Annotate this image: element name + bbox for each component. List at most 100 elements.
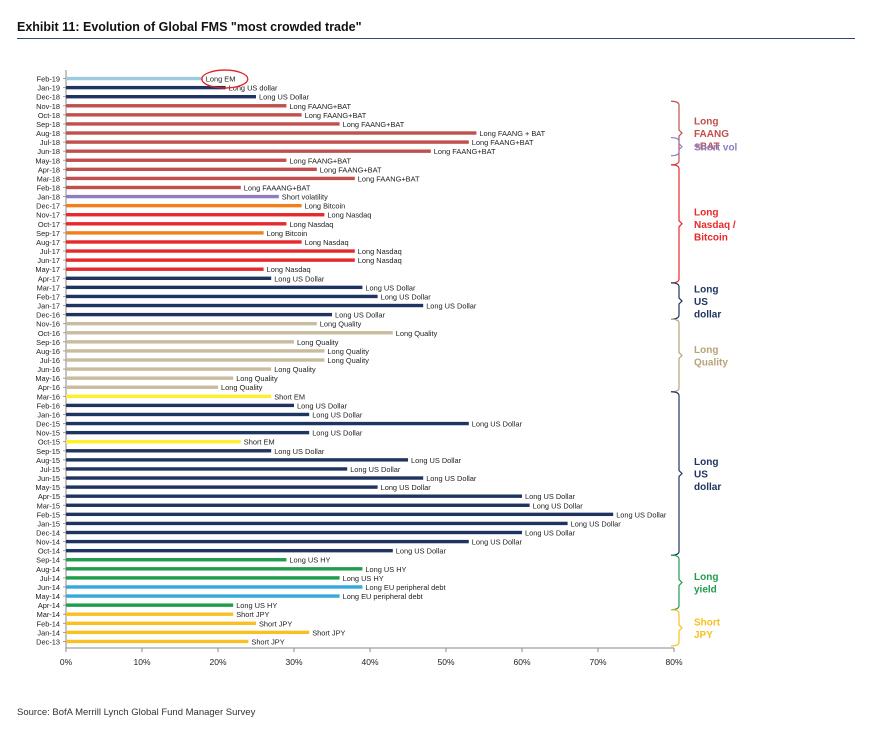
annotation-bracket (670, 282, 683, 320)
bar-label: Long US Dollar (472, 538, 523, 547)
bar-label: Long US Dollar (350, 465, 401, 474)
bar (66, 312, 332, 317)
month-label: Jun-17 (37, 256, 60, 265)
bar-label: Long Nasdaq (289, 220, 333, 229)
bar (66, 104, 287, 108)
month-label: Oct-14 (38, 547, 60, 556)
x-tick-label: 70% (589, 657, 606, 667)
bar-label: Long US Dollar (312, 410, 363, 419)
bar-label: Long US Dollar (381, 292, 432, 301)
month-label: Jan-18 (37, 193, 60, 202)
annotation-bracket (670, 136, 683, 157)
month-label: Oct-15 (38, 438, 60, 447)
bar-label: Long US HY (289, 556, 330, 565)
month-label: Oct-16 (38, 329, 60, 338)
month-label: Jun-16 (37, 365, 60, 374)
month-label: Mar-15 (37, 501, 60, 510)
bar (66, 213, 325, 217)
bar (66, 412, 310, 417)
bar-label: Long FAAANG+BAT (244, 183, 311, 192)
bar (66, 149, 431, 153)
bar-label: Long US Dollar (426, 302, 477, 311)
month-label: Jan-15 (37, 519, 60, 528)
bar (66, 85, 226, 90)
bar (66, 176, 355, 181)
bar-label: Short EM (274, 392, 305, 401)
month-label: Jun-18 (37, 147, 60, 156)
bar (66, 158, 287, 162)
annotation-bracket (670, 391, 683, 556)
month-label: Jul-17 (40, 247, 60, 256)
bar (66, 512, 614, 517)
month-label: Sep-17 (36, 229, 60, 238)
bar (66, 367, 272, 371)
month-label: Feb-18 (37, 183, 60, 192)
annotation-label: Long (694, 457, 718, 468)
bar-label: Long US Dollar (274, 447, 325, 456)
bar-label: Long FAANG+BAT (289, 156, 351, 165)
bar-label: Short volatility (282, 193, 328, 202)
source-note: Source: BofA Merrill Lynch Global Fund M… (17, 707, 256, 718)
month-label: Jul-16 (40, 356, 60, 365)
bar (66, 394, 272, 399)
annotation-label: dollar (694, 482, 721, 493)
month-label: Jul-14 (40, 574, 60, 583)
bar (66, 122, 340, 126)
bar (66, 385, 218, 389)
month-label: Nov-16 (36, 320, 60, 329)
annotation-label: Quality (694, 358, 728, 369)
bar (66, 521, 568, 526)
bar (66, 630, 310, 635)
bar (66, 258, 355, 262)
bar-label: Long US Dollar (365, 283, 416, 292)
bar (66, 576, 340, 580)
annotation-label: yield (694, 585, 717, 596)
exhibit-title: Exhibit 11: Evolution of Global FMS "mos… (17, 20, 362, 34)
month-label: Jan-16 (37, 410, 60, 419)
bar (66, 621, 256, 626)
month-label: Oct-18 (38, 111, 60, 120)
bar-label: Long FAANG+BAT (305, 111, 367, 120)
month-label: Apr-17 (38, 274, 60, 283)
annotation-label: US (694, 297, 708, 308)
month-label: Dec-18 (36, 93, 60, 102)
bar (66, 449, 272, 453)
month-label: Jul-18 (40, 138, 60, 147)
month-label: Sep-15 (36, 447, 60, 456)
bar-label: Short EM (244, 438, 275, 447)
bar (66, 294, 378, 299)
bar-label: Long Nasdaq (305, 238, 349, 247)
month-label: Mar-18 (37, 174, 60, 183)
bar-label: Long EM (206, 75, 236, 84)
annotation-label: Short vol (694, 143, 738, 154)
month-label: Dec-16 (36, 311, 60, 320)
month-label: Jun-15 (37, 474, 60, 483)
bar-label: Long FAANG+BAT (472, 138, 534, 147)
annotation-label: FAANG (694, 129, 729, 140)
bar (66, 639, 249, 644)
bar-label: Long FAANG+BAT (434, 147, 496, 156)
bar-label: Long Quality (236, 374, 278, 383)
bar (66, 567, 363, 571)
month-label: Nov-18 (36, 102, 60, 111)
bar-label: Long US Dollar (312, 429, 363, 438)
bar (66, 430, 310, 435)
bar-label: Long Quality (221, 383, 263, 392)
bar (66, 548, 393, 553)
annotation-bracket (670, 100, 683, 166)
bar (66, 403, 294, 408)
bar (66, 167, 317, 172)
month-label: Apr-15 (38, 492, 60, 501)
bar (66, 476, 424, 480)
bar-label: Long US HY (365, 565, 406, 574)
bar-label: Long Quality (327, 356, 369, 365)
month-label: Mar-17 (37, 283, 60, 292)
bar-label: Long Quality (274, 365, 316, 374)
x-tick-label: 10% (133, 657, 150, 667)
bar-label: Long Nasdaq (358, 247, 402, 256)
month-label: Jan-14 (37, 628, 60, 637)
annotation-bracket (670, 164, 683, 284)
bar (66, 612, 234, 616)
annotation-label: Long (694, 284, 718, 295)
